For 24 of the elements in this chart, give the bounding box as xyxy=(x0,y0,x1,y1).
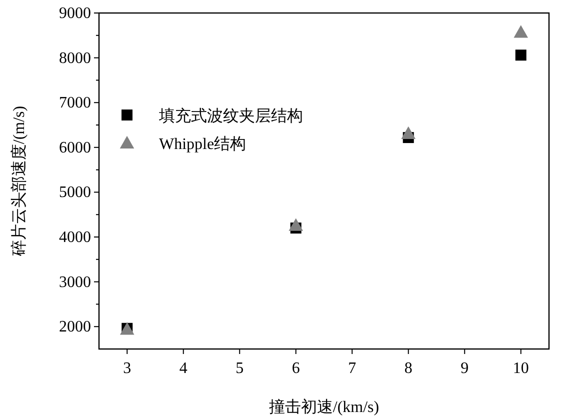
x-tick-label: 4 xyxy=(179,360,188,377)
x-tick-label: 6 xyxy=(292,360,300,377)
y-tick-label: 6000 xyxy=(59,139,91,156)
x-tick-label: 10 xyxy=(512,360,529,377)
x-tick-label: 7 xyxy=(348,360,356,377)
point xyxy=(288,218,304,231)
y-tick-label: 2000 xyxy=(59,318,91,336)
y-tick-label: 7000 xyxy=(59,94,91,112)
point xyxy=(401,126,416,140)
x-tick-label: 3 xyxy=(123,360,132,377)
x-tick-label: 8 xyxy=(404,360,412,377)
point xyxy=(515,50,526,61)
point xyxy=(514,25,528,38)
y-tick-label: 8000 xyxy=(59,50,91,67)
y-axis-title: 碎片云头部速度/(m/s) xyxy=(10,106,28,258)
x-axis-title: 撞击初速/(km/s) xyxy=(268,398,380,416)
y-tick-label: 9000 xyxy=(59,5,91,22)
y-tick-label: 5000 xyxy=(59,184,91,202)
x-tick-label: 5 xyxy=(236,360,244,377)
y-tick-label: 3000 xyxy=(59,274,91,291)
x-tick-label: 9 xyxy=(460,360,469,377)
legend-label: 填充式波纹夹层结构 xyxy=(158,107,303,125)
y-tick-label: 4000 xyxy=(59,229,91,246)
legend-label: Whipple结构 xyxy=(159,135,246,153)
